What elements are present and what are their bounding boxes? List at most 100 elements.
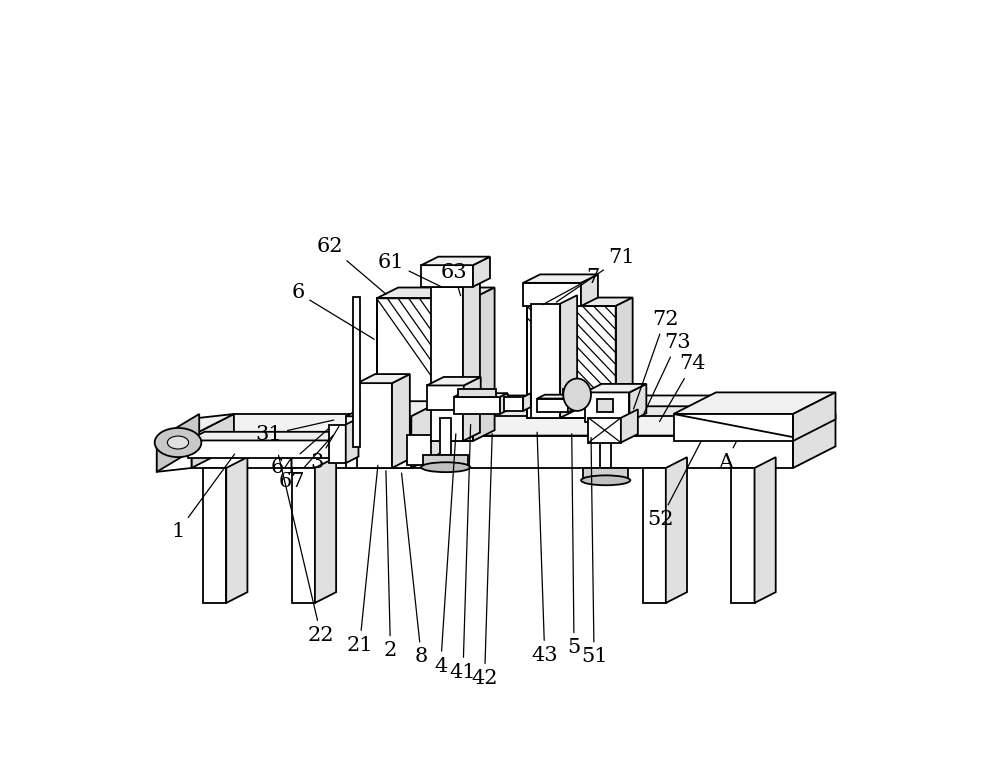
Polygon shape	[585, 392, 629, 422]
Polygon shape	[523, 275, 598, 283]
Text: 4: 4	[434, 433, 456, 676]
Polygon shape	[377, 298, 473, 441]
Polygon shape	[616, 297, 633, 418]
Polygon shape	[629, 384, 646, 422]
Polygon shape	[357, 383, 392, 468]
Polygon shape	[568, 395, 576, 413]
Polygon shape	[421, 257, 490, 265]
Polygon shape	[793, 392, 835, 441]
Polygon shape	[600, 431, 611, 468]
Polygon shape	[674, 392, 835, 414]
Text: 43: 43	[531, 432, 558, 665]
Polygon shape	[357, 406, 793, 416]
Polygon shape	[527, 297, 633, 306]
Polygon shape	[531, 303, 560, 418]
Text: 71: 71	[556, 248, 635, 302]
Text: 8: 8	[402, 473, 428, 666]
Polygon shape	[666, 457, 687, 603]
Polygon shape	[621, 409, 638, 443]
Polygon shape	[421, 265, 473, 286]
Polygon shape	[292, 468, 315, 603]
Polygon shape	[597, 399, 613, 412]
Polygon shape	[157, 436, 192, 472]
Polygon shape	[504, 397, 523, 411]
Polygon shape	[473, 287, 495, 441]
Polygon shape	[431, 286, 463, 441]
Polygon shape	[527, 306, 616, 418]
Polygon shape	[523, 283, 581, 306]
Polygon shape	[454, 393, 508, 397]
Text: 52: 52	[647, 442, 701, 529]
Polygon shape	[588, 418, 621, 443]
Polygon shape	[537, 395, 576, 399]
Polygon shape	[440, 418, 451, 455]
Polygon shape	[731, 468, 755, 603]
Text: 42: 42	[471, 433, 498, 688]
Text: 7: 7	[543, 268, 599, 305]
Polygon shape	[674, 414, 793, 441]
Polygon shape	[464, 377, 481, 410]
Polygon shape	[157, 414, 199, 472]
Polygon shape	[473, 257, 490, 286]
Polygon shape	[423, 455, 468, 467]
Text: 2: 2	[384, 471, 397, 660]
Text: 31: 31	[255, 420, 334, 444]
Polygon shape	[192, 414, 835, 436]
Text: 3: 3	[311, 426, 339, 472]
Polygon shape	[643, 468, 666, 603]
Polygon shape	[793, 414, 835, 468]
Polygon shape	[329, 425, 346, 463]
Ellipse shape	[563, 378, 591, 411]
Polygon shape	[346, 401, 441, 416]
Text: 51: 51	[581, 437, 607, 666]
Text: 6: 6	[291, 283, 374, 339]
Text: 74: 74	[659, 354, 706, 422]
Polygon shape	[192, 436, 793, 468]
Text: 72: 72	[634, 310, 678, 409]
Polygon shape	[585, 384, 646, 392]
Polygon shape	[226, 457, 247, 603]
Polygon shape	[523, 393, 531, 411]
Text: 73: 73	[644, 333, 691, 414]
Polygon shape	[454, 397, 500, 414]
Text: 1: 1	[171, 454, 235, 542]
Text: 61: 61	[377, 252, 442, 287]
Ellipse shape	[155, 428, 201, 457]
Text: 63: 63	[440, 263, 467, 296]
Polygon shape	[407, 436, 431, 464]
Polygon shape	[411, 401, 441, 468]
Ellipse shape	[167, 436, 189, 449]
Text: 64: 64	[271, 429, 328, 478]
Text: 67: 67	[279, 435, 333, 491]
Polygon shape	[431, 279, 480, 286]
Polygon shape	[357, 396, 814, 406]
Polygon shape	[192, 414, 234, 468]
Text: A: A	[718, 442, 736, 472]
Ellipse shape	[581, 475, 630, 485]
Polygon shape	[392, 374, 410, 468]
Polygon shape	[458, 389, 496, 397]
Polygon shape	[537, 399, 568, 413]
Polygon shape	[500, 393, 508, 414]
Polygon shape	[346, 418, 358, 463]
Polygon shape	[563, 389, 591, 406]
Polygon shape	[583, 468, 628, 481]
Polygon shape	[755, 457, 776, 603]
Polygon shape	[157, 414, 234, 440]
Polygon shape	[188, 440, 346, 458]
Polygon shape	[560, 295, 577, 418]
Polygon shape	[427, 385, 464, 410]
Polygon shape	[357, 374, 410, 383]
Polygon shape	[315, 457, 336, 603]
Polygon shape	[463, 279, 480, 441]
Polygon shape	[188, 432, 363, 440]
Polygon shape	[427, 377, 481, 385]
Polygon shape	[377, 287, 495, 298]
Ellipse shape	[421, 462, 470, 472]
Text: 62: 62	[317, 237, 386, 294]
Text: 22: 22	[279, 455, 334, 645]
Text: 21: 21	[346, 465, 378, 655]
Polygon shape	[203, 468, 226, 603]
Text: 41: 41	[450, 424, 476, 682]
Polygon shape	[353, 297, 360, 447]
